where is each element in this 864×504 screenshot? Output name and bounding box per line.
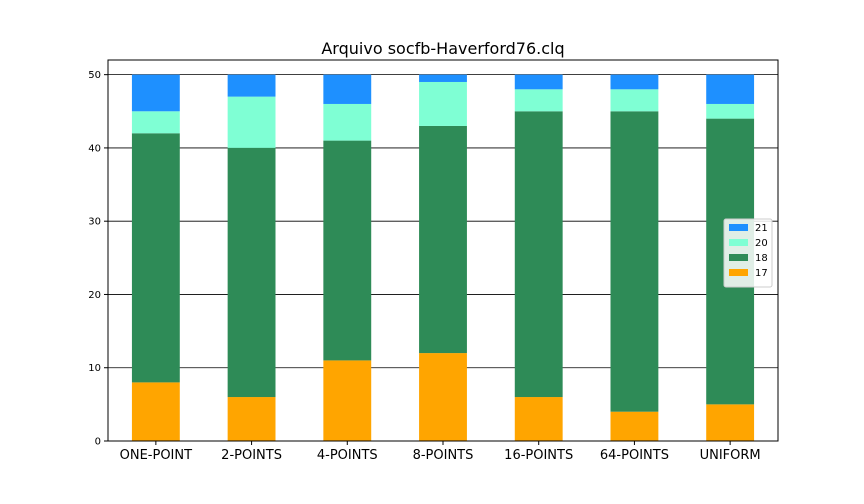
bar-segment-18-64-points xyxy=(610,111,659,412)
bar-segment-17-8-points xyxy=(419,353,467,441)
y-tick-label: 30 xyxy=(88,217,101,228)
y-tick-label: 50 xyxy=(88,70,101,81)
x-tick-label: 16-POINTS xyxy=(504,448,573,463)
legend-label-21: 21 xyxy=(755,223,768,234)
y-tick-label: 10 xyxy=(88,363,101,374)
legend-swatch-17 xyxy=(729,269,748,276)
bar-segment-21-4-points xyxy=(323,74,372,104)
x-tick-label: 4-POINTS xyxy=(317,448,378,463)
legend-label-20: 20 xyxy=(755,238,768,249)
x-tick-label: ONE-POINT xyxy=(120,448,192,463)
bar-segment-17-2-points xyxy=(227,397,276,441)
y-axis: 0 10 20 30 40 50 xyxy=(88,70,108,448)
bar-segment-18-8-points xyxy=(419,125,467,354)
x-tick-label: UNIFORM xyxy=(700,448,761,463)
bar-segment-17-one-point xyxy=(131,382,180,441)
bar-segment-17-4-points xyxy=(323,360,372,441)
bar-segment-20-uniform xyxy=(706,103,755,119)
bar-segment-20-2-points xyxy=(227,96,276,148)
bar-segment-18-4-points xyxy=(323,140,372,361)
legend-label-17: 17 xyxy=(755,268,768,279)
x-tick-label: 2-POINTS xyxy=(221,448,282,463)
legend-swatch-21 xyxy=(729,224,748,231)
x-tick-label: 8-POINTS xyxy=(413,448,474,463)
legend-label-18: 18 xyxy=(755,253,768,264)
y-tick-label: 0 xyxy=(95,437,101,448)
bar-segment-18-one-point xyxy=(131,133,180,383)
bar-segment-20-64-points xyxy=(610,89,659,112)
bar-segment-18-2-points xyxy=(227,147,276,398)
bar-segment-21-16-points xyxy=(514,74,563,90)
bar-segment-18-16-points xyxy=(514,111,563,398)
bar-segment-17-uniform xyxy=(706,404,755,441)
bars-layer xyxy=(131,74,755,441)
bar-segment-21-uniform xyxy=(706,74,755,104)
bar-segment-20-16-points xyxy=(514,89,563,112)
chart-title: Arquivo socfb-Haverford76.clq xyxy=(321,39,564,58)
bar-segment-21-one-point xyxy=(131,74,180,112)
x-axis: ONE-POINT 2-POINTS 4-POINTS 8-POINTS 16-POIN… xyxy=(120,441,761,463)
bar-segment-17-16-points xyxy=(514,397,563,441)
bar-segment-20-one-point xyxy=(131,111,180,134)
bar-segment-17-64-points xyxy=(610,411,659,441)
bar-segment-21-8-points xyxy=(419,74,467,82)
bar-segment-21-64-points xyxy=(610,74,659,90)
bar-segment-20-4-points xyxy=(323,103,372,141)
y-tick-label: 40 xyxy=(88,143,101,154)
legend: 21 20 18 17 xyxy=(723,218,773,288)
legend-swatch-20 xyxy=(729,239,748,246)
x-tick-label: 64-POINTS xyxy=(600,448,669,463)
bar-segment-21-2-points xyxy=(227,74,276,97)
bar-segment-20-8-points xyxy=(419,81,467,126)
legend-swatch-18 xyxy=(729,254,748,261)
y-tick-label: 20 xyxy=(88,290,101,301)
